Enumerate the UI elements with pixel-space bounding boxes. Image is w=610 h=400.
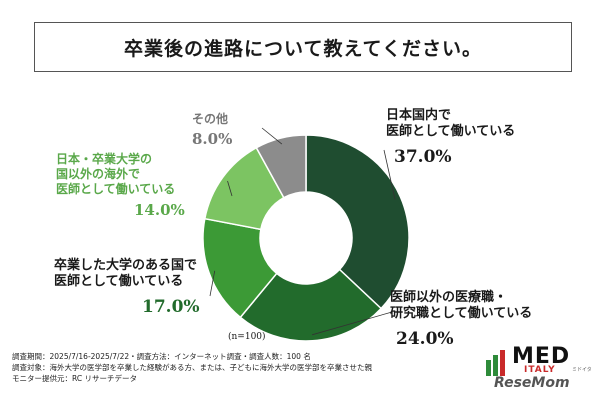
label-other-line1: その他 bbox=[192, 112, 229, 126]
label-medical-research-line2: 研究職として働いている bbox=[390, 306, 533, 322]
label-graduate-country-value: 17.0% bbox=[142, 296, 200, 317]
leader-line bbox=[227, 180, 233, 197]
logo-bars-icon bbox=[486, 350, 505, 376]
logo-kana: ミドイタ bbox=[572, 367, 592, 373]
label-graduate-country-line2: 医師として働いている bbox=[54, 274, 184, 290]
footer-provider: モニター提供元：RC リサーチデータ bbox=[12, 373, 137, 383]
label-other-value: 8.0% bbox=[192, 130, 233, 148]
label-other-overseas-line3: 医師として働いている bbox=[56, 182, 176, 196]
footer-target: 調査対象：海外大学の医学部を卒業した経験がある方、または、子どもに海外大学の医学… bbox=[12, 362, 372, 372]
leader-line bbox=[261, 127, 283, 145]
slice-japan-doctor bbox=[305, 134, 410, 310]
logo-resemom: ReseMom bbox=[494, 375, 570, 391]
footer-period: 調査期間：2025/7/16-2025/7/22・調査方法：インターネット調査・… bbox=[12, 352, 311, 361]
label-other-overseas-line2: 国以外の海外で bbox=[56, 167, 141, 181]
label-graduate-country: 卒業した大学のある国で 医師として働いている 17.0% bbox=[54, 258, 200, 318]
label-graduate-country-line1: 卒業した大学のある国で bbox=[54, 258, 198, 273]
label-japan-doctor-value: 37.0% bbox=[394, 146, 452, 167]
label-japan-doctor-line1: 日本国内で bbox=[386, 108, 452, 123]
label-japan-doctor-line2: 医師として働いている bbox=[386, 124, 516, 140]
leader-line bbox=[311, 311, 393, 336]
label-japan-doctor: 日本国内で 医師として働いている 37.0% bbox=[386, 108, 515, 168]
page-title: 卒業後の進路について教えてください。 bbox=[34, 22, 572, 72]
sample-size-note: (n=100) bbox=[228, 332, 266, 342]
label-other-overseas: 日本・卒業大学の 国以外の海外で 医師として働いている 14.0% bbox=[56, 152, 185, 220]
label-medical-research-value: 24.0% bbox=[396, 328, 454, 349]
label-medical-research-line1: 医師以外の医療職・ bbox=[390, 290, 508, 305]
label-other: その他 8.0% bbox=[192, 112, 232, 149]
slice-graduate-country bbox=[202, 217, 278, 319]
leader-line bbox=[209, 270, 216, 297]
slice-medical-research bbox=[239, 268, 383, 342]
leader-line bbox=[383, 149, 396, 200]
label-other-overseas-value: 14.0% bbox=[134, 201, 185, 219]
survey-footer: 調査期間：2025/7/16-2025/7/22・調査方法：インターネット調査・… bbox=[12, 352, 372, 385]
logo: MED ITALY ミドイタ ReseMom bbox=[484, 344, 604, 394]
label-medical-research: 医師以外の医療職・ 研究職として働いている 24.0% bbox=[390, 290, 532, 350]
logo-italy: ITALY bbox=[524, 365, 556, 375]
logo-med: MED bbox=[512, 344, 571, 369]
label-other-overseas-line1: 日本・卒業大学の bbox=[56, 152, 153, 166]
slice-other bbox=[255, 134, 307, 199]
